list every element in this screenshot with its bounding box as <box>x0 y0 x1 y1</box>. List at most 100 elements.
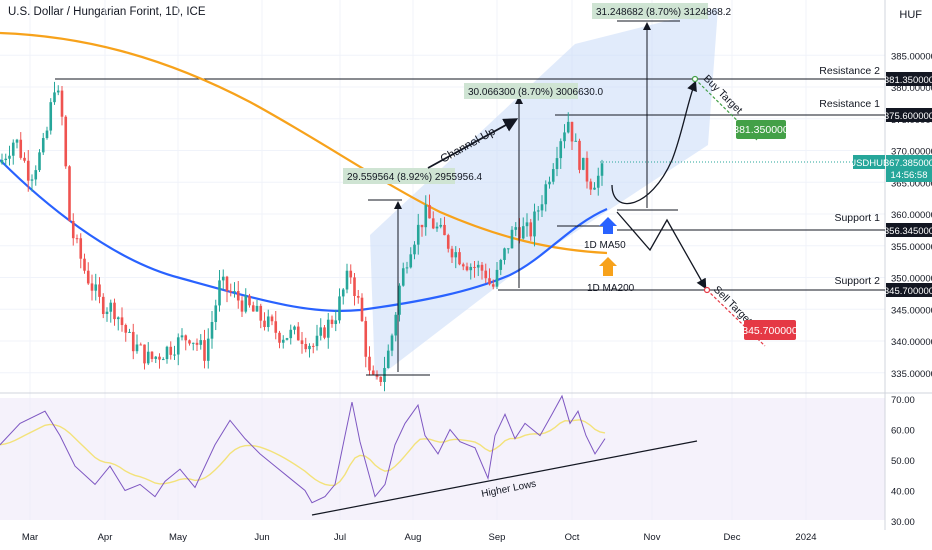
price-axis[interactable]: 385.000000380.000000375.000000370.000000… <box>891 51 932 380</box>
candle <box>413 241 416 260</box>
ma200-line[interactable] <box>0 31 608 255</box>
candle <box>94 273 98 301</box>
candle <box>34 165 38 186</box>
time-tick-label: Nov <box>644 532 661 543</box>
channel-up-arrow <box>427 118 519 169</box>
candle <box>326 312 330 349</box>
candle <box>221 269 225 290</box>
candle <box>98 277 101 304</box>
candle <box>199 334 203 350</box>
candle <box>450 245 454 264</box>
candle <box>345 263 349 294</box>
currency-label: HUF <box>899 9 922 21</box>
candle <box>431 211 435 230</box>
candle <box>161 357 165 361</box>
candle <box>139 342 143 346</box>
candle <box>544 180 548 212</box>
price-tick-label: 350.000000 <box>891 274 932 285</box>
symbol-tag: USDHUF <box>849 158 889 169</box>
candle <box>386 344 390 369</box>
candle <box>113 298 116 326</box>
candle <box>218 269 221 312</box>
candle <box>285 337 289 341</box>
candle <box>349 264 353 284</box>
candle <box>49 98 53 135</box>
higher-lows-trendline[interactable] <box>311 440 698 516</box>
sell-target-value: 345.700000 <box>742 325 798 337</box>
rsi-axis[interactable]: 70.00 60.00 50.00 40.00 30.00 <box>891 395 915 528</box>
candle <box>570 121 574 151</box>
rsi-tick-label: 50.00 <box>891 456 915 467</box>
countdown: 14:56:58 <box>891 170 928 181</box>
rsi-tick-label: 60.00 <box>891 426 915 437</box>
support-2-price: 345.700000 <box>884 286 932 297</box>
candle <box>255 300 259 312</box>
price-tick-label: 380.000000 <box>891 83 932 94</box>
candle <box>484 263 488 284</box>
candle <box>334 309 338 332</box>
time-tick-label: Apr <box>98 532 113 543</box>
candle <box>83 253 86 274</box>
candle <box>555 146 559 177</box>
candle <box>109 299 113 323</box>
candle <box>146 342 150 366</box>
buy-target-value: 381.350000 <box>733 124 789 136</box>
candle <box>75 234 79 244</box>
candle <box>169 341 173 360</box>
candle <box>428 194 431 219</box>
candle <box>225 275 229 303</box>
candle <box>38 149 41 173</box>
candle <box>398 283 401 322</box>
candles <box>0 81 604 392</box>
candle <box>105 307 109 322</box>
candle <box>506 248 510 254</box>
channel-up-band <box>370 8 718 380</box>
candle <box>379 376 383 387</box>
chart-title: U.S. Dollar / Hungarian Forint, 1D, ICE <box>8 6 206 18</box>
rsi-tick-label: 40.00 <box>891 487 915 498</box>
rsi-line[interactable] <box>0 394 606 504</box>
candle <box>158 353 161 369</box>
resistance-2-price: 381.350000 <box>884 75 932 86</box>
candle <box>120 307 124 332</box>
time-tick-label: May <box>169 532 187 543</box>
measure-3-label-bg <box>592 3 708 19</box>
candle <box>330 315 334 328</box>
candle <box>311 343 315 354</box>
candle <box>581 157 585 171</box>
price-tick-label: 345.000000 <box>891 305 932 316</box>
candle <box>574 133 578 142</box>
candle <box>323 324 326 340</box>
candle <box>371 365 375 376</box>
candle <box>529 218 533 241</box>
candle <box>356 289 360 304</box>
candle <box>128 328 131 333</box>
time-axis[interactable]: Mar Apr May Jun Jul Aug Sep Oct Nov Dec 2024 <box>22 532 817 543</box>
candle <box>191 342 195 351</box>
time-tick-label: Mar <box>22 532 38 543</box>
candle <box>259 303 263 329</box>
candle <box>143 344 146 370</box>
buy-projection-path <box>611 80 697 205</box>
candle <box>420 224 424 237</box>
candle <box>210 310 214 349</box>
candle <box>45 126 49 140</box>
ma50-line[interactable] <box>0 159 608 313</box>
grid <box>0 0 885 520</box>
time-tick-label: Oct <box>565 532 580 543</box>
candle <box>86 262 90 285</box>
candle <box>578 138 581 174</box>
candle <box>116 316 120 331</box>
support-1-price-box <box>886 223 932 237</box>
candle <box>454 246 458 269</box>
candle <box>214 299 218 331</box>
candle <box>53 81 56 105</box>
candle <box>548 176 551 189</box>
candle <box>11 139 15 165</box>
candle <box>176 333 180 366</box>
candle <box>26 150 30 192</box>
buy-target-dot <box>691 75 699 83</box>
resistance-1-price-box <box>886 108 932 122</box>
candle <box>173 345 176 361</box>
